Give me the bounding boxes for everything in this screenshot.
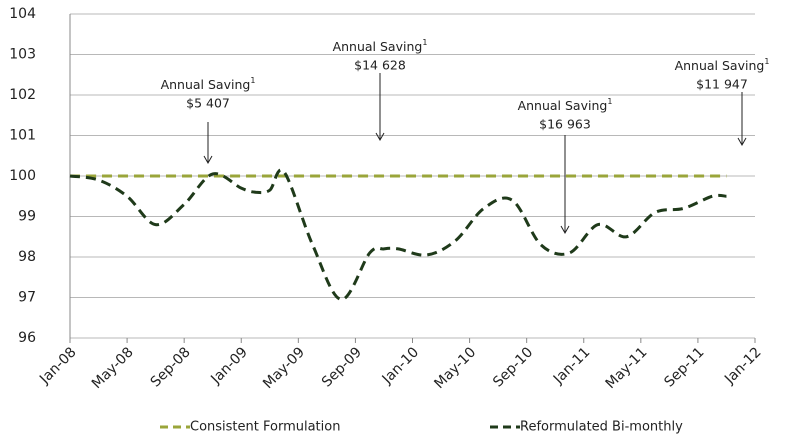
x-tick-label: Sep-08 (148, 344, 194, 390)
y-tick-label: 102 (9, 87, 36, 103)
annotation-note: 1 (250, 76, 255, 85)
x-tick-label: Sep-09 (319, 344, 365, 390)
x-tick-label: Jan-12 (721, 344, 764, 387)
y-tick-label: 103 (9, 47, 36, 63)
legend-label: Consistent Formulation (190, 420, 340, 435)
legend-label: Reformulated Bi-monthly (520, 420, 683, 435)
y-tick-label: 104 (9, 6, 36, 22)
annotation-arrowhead (203, 155, 213, 165)
annotation-amount: $11 947 (696, 77, 748, 92)
x-tick-label: Jan-09 (207, 344, 250, 387)
annotation-label: Annual Saving1 (518, 97, 613, 113)
annotation-arrowhead (560, 225, 570, 235)
annotation-label: Annual Saving1 (161, 76, 256, 92)
y-tick-label: 99 (18, 209, 36, 225)
annotation-arrowhead (737, 137, 747, 147)
annotation-note: 1 (607, 97, 612, 106)
y-tick-label: 101 (9, 128, 36, 144)
y-tick-label: 96 (18, 330, 36, 346)
x-tick-label: Jan-10 (379, 344, 422, 387)
annotation-note: 1 (422, 38, 427, 47)
y-tick-label: 98 (18, 249, 36, 265)
x-tick-label: May-11 (603, 344, 651, 392)
annotation-amount: $5 407 (186, 96, 230, 111)
y-tick-label: 100 (9, 168, 36, 184)
annotation-amount: $14 628 (354, 58, 406, 73)
annotation-arrowhead (375, 132, 385, 142)
annotation-text: Annual Saving (333, 39, 423, 54)
annotation-text: Annual Saving (675, 58, 765, 73)
x-tick-label: May-09 (260, 344, 308, 392)
annotation-text: Annual Saving (518, 98, 608, 113)
x-tick-label: Jan-08 (36, 344, 79, 387)
x-tick-label: May-10 (431, 344, 479, 392)
x-tick-label: May-08 (89, 344, 137, 392)
series-line (69, 168, 727, 302)
annotation-label: Annual Saving1 (333, 38, 428, 54)
annotation-label: Annual Saving1 (675, 57, 770, 73)
x-tick-label: Jan-11 (550, 344, 593, 387)
x-tick-label: Sep-11 (661, 344, 707, 390)
y-tick-label: 97 (18, 290, 36, 306)
annotation-text: Annual Saving (161, 77, 251, 92)
x-tick-label: Sep-10 (490, 344, 536, 390)
annotation-note: 1 (764, 57, 769, 66)
annotation-amount: $16 963 (539, 117, 591, 132)
